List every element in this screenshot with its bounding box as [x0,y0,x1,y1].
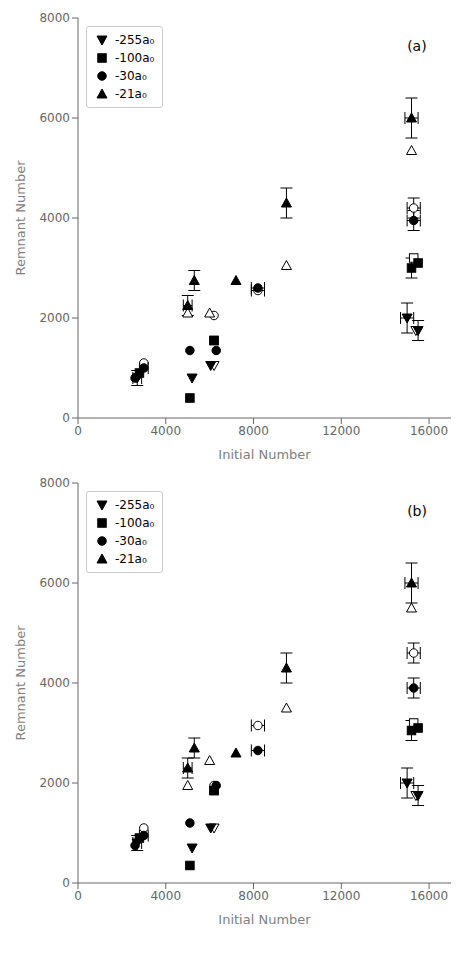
svg-text:0: 0 [62,876,70,890]
svg-text:4000: 4000 [150,424,181,438]
svg-text:4000: 4000 [39,211,70,225]
svg-text:Initial Number: Initial Number [218,447,311,462]
svg-text:8000: 8000 [39,476,70,490]
svg-text:12000: 12000 [322,889,360,903]
html-text:(b): (b) [407,503,427,519]
svg-text:4000: 4000 [150,889,181,903]
html-text:-30a₀: -30a₀ [115,534,147,548]
svg-text:16000: 16000 [410,889,448,903]
svg-text:Initial Number: Initial Number [218,912,311,927]
svg-text:2000: 2000 [39,776,70,790]
svg-text:12000: 12000 [322,424,360,438]
html-text:-21a₀: -21a₀ [115,552,147,566]
html-text:(a): (a) [407,38,427,54]
svg-text:4000: 4000 [39,676,70,690]
html-text:-100a₀: -100a₀ [115,516,155,530]
svg-text:8000: 8000 [238,889,269,903]
svg-text:8000: 8000 [238,424,269,438]
html-text:-100a₀: -100a₀ [115,51,155,65]
svg-text:0: 0 [74,424,82,438]
svg-text:2000: 2000 [39,311,70,325]
svg-text:6000: 6000 [39,111,70,125]
svg-text:6000: 6000 [39,576,70,590]
html-text:-255a₀: -255a₀ [115,498,155,512]
svg-text:Remnant Number: Remnant Number [13,160,28,276]
svg-text:16000: 16000 [410,424,448,438]
svg-text:Remnant Number: Remnant Number [13,625,28,741]
html-text:-21a₀: -21a₀ [115,87,147,101]
svg-text:8000: 8000 [39,11,70,25]
html-text:-30a₀: -30a₀ [115,69,147,83]
svg-text:0: 0 [62,411,70,425]
html-text:-255a₀: -255a₀ [115,33,155,47]
svg-text:0: 0 [74,889,82,903]
